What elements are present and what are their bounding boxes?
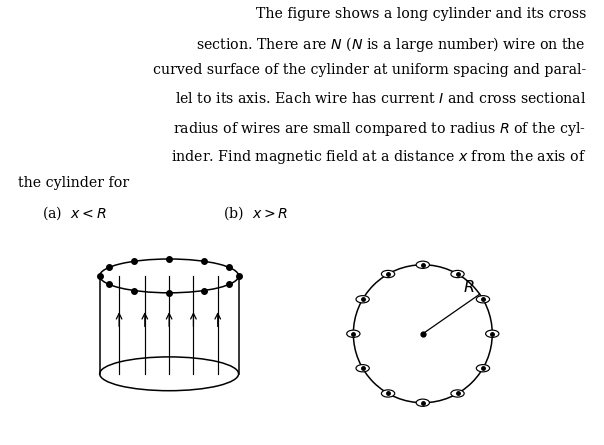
Ellipse shape — [477, 364, 490, 372]
Text: (b)  $x > R$: (b) $x > R$ — [223, 205, 289, 222]
Ellipse shape — [477, 295, 490, 303]
Ellipse shape — [381, 271, 395, 278]
Text: (a)  $x < R$: (a) $x < R$ — [42, 205, 107, 222]
Text: The figure shows a long cylinder and its cross: The figure shows a long cylinder and its… — [255, 7, 586, 20]
Ellipse shape — [416, 399, 429, 406]
Ellipse shape — [486, 330, 499, 337]
Text: $R$: $R$ — [463, 279, 475, 296]
Text: the cylinder for: the cylinder for — [18, 176, 129, 190]
Text: inder. Find magnetic field at a distance $x$ from the axis of: inder. Find magnetic field at a distance… — [171, 148, 586, 166]
Ellipse shape — [381, 390, 395, 397]
Ellipse shape — [356, 295, 369, 303]
Ellipse shape — [347, 330, 360, 337]
Text: curved surface of the cylinder at uniform spacing and paral-: curved surface of the cylinder at unifor… — [153, 63, 586, 77]
Ellipse shape — [451, 271, 464, 278]
Ellipse shape — [356, 364, 369, 372]
Text: radius of wires are small compared to radius $R$ of the cyl-: radius of wires are small compared to ra… — [173, 120, 586, 138]
Ellipse shape — [451, 390, 464, 397]
Ellipse shape — [416, 261, 429, 268]
Text: section. There are $N$ ($N$ is a large number) wire on the: section. There are $N$ ($N$ is a large n… — [196, 35, 586, 54]
Text: lel to its axis. Each wire has current $I$ and cross sectional: lel to its axis. Each wire has current $… — [175, 91, 586, 106]
